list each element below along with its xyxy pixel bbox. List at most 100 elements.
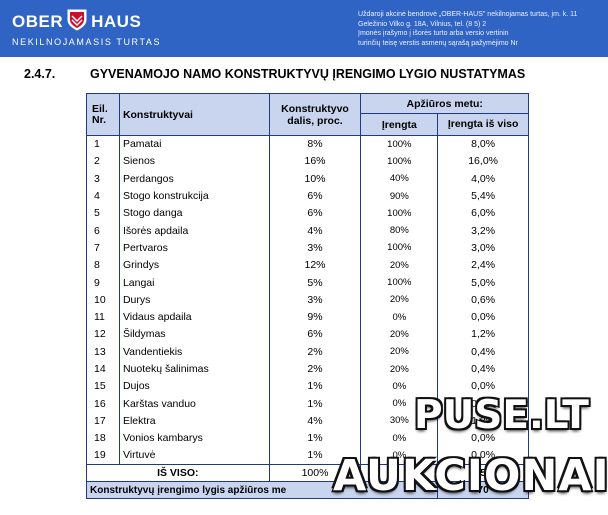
- cell-no: 1: [86, 134, 120, 153]
- cell-installed: 100%: [360, 134, 439, 153]
- cell-name: Šildymas: [118, 325, 270, 344]
- cell-name: Durys: [118, 291, 270, 309]
- table-row: 18 Vonios kambarys 1% 0% 0,0%: [86, 429, 529, 447]
- cell-total: 0,4%: [437, 360, 529, 378]
- table-row: 10 Durys 3% 20% 0,6%: [86, 291, 529, 309]
- company-info-line: Įmonės įrašymo į išorės turto arba versi…: [358, 30, 509, 37]
- header-installed: Įrengta: [360, 113, 439, 136]
- table-body: 1 Pamatai 8% 100% 8,0% 2 Sienos 16% 100% 16,0% 3 Pe…: [85, 134, 529, 500]
- cell-name: Pamatai: [118, 134, 270, 153]
- table-row: 2 Sienos 16% 100% 16,0%: [86, 152, 529, 171]
- table-row: 1 Pamatai 8% 100% 8,0%: [86, 134, 529, 153]
- cell-no: 2: [86, 152, 120, 171]
- cell-installed: 100%: [360, 152, 439, 171]
- cell-total: 2,4%: [437, 256, 529, 274]
- table-row: 6 Išorės apdaila 4% 80% 3,2%: [86, 221, 529, 240]
- cell-installed: 80%: [360, 221, 439, 240]
- cell-name: Karštas vanduo: [118, 394, 270, 413]
- cell-name: Nuotekų šalinimas: [118, 360, 270, 378]
- table-row: 13 Vandentiekis 2% 20% 0,4%: [86, 343, 529, 361]
- cell-installed: 20%: [360, 256, 439, 274]
- header-no: Eil. Nr.: [86, 93, 120, 136]
- cell-share: 12%: [268, 256, 362, 274]
- company-info-line: turinčių teisę verstis asmenų sąrašą paž…: [358, 39, 518, 47]
- cell-share: 10%: [268, 170, 362, 188]
- cell-installed: 0%: [360, 308, 439, 326]
- cell-share: 1%: [268, 394, 362, 413]
- table-row: 3 Perdangos 10% 40% 4,0%: [86, 170, 529, 188]
- cell-share: 2%: [268, 343, 362, 361]
- cell-share: 8%: [268, 134, 362, 153]
- cell-share: 2%: [268, 360, 362, 378]
- section-title: GYVENAMOJO NAMO KONSTRUKTYVŲ ĮRENGIMO LY…: [90, 67, 526, 81]
- company-info: Uždaroji akcinė bendrovė „OBER-HAUS" nek…: [358, 10, 608, 48]
- brand-name: OBER HAUS: [12, 9, 141, 36]
- ober-haus-logo[interactable]: OBER HAUS NEKILNOJAMASIS TURTAS: [12, 6, 160, 50]
- cell-name: Išorės apdaila: [118, 221, 270, 240]
- cell-no: 8: [86, 256, 120, 274]
- cell-name: Vidaus apdaila: [118, 308, 270, 326]
- cell-share: 3%: [268, 291, 362, 309]
- total-label: IŠ VISO:: [86, 463, 270, 482]
- watermark-line1: PUSE.LT: [414, 393, 589, 438]
- cell-no: 3: [86, 170, 120, 188]
- construction-level-table: Eil. Nr. Konstruktyvai Konstruktyvo dali…: [85, 93, 529, 500]
- crest-icon: [67, 9, 87, 36]
- table-row: 7 Pertvaros 3% 100% 3,0%: [86, 239, 529, 257]
- cell-name: Stogo konstrukcija: [118, 187, 270, 205]
- cell-installed: 40%: [360, 170, 439, 188]
- cell-total: 5,0%: [437, 273, 529, 292]
- cell-installed: 100%: [360, 239, 439, 257]
- cell-total: 5,4%: [437, 187, 529, 205]
- cell-no: 12: [86, 325, 120, 344]
- cell-total: 0,0%: [437, 377, 529, 395]
- cell-no: 18: [86, 429, 120, 447]
- cell-no: 11: [86, 308, 120, 326]
- cell-name: Vandentiekis: [118, 343, 270, 361]
- cell-share: 5%: [268, 273, 362, 292]
- cell-installed: 20%: [360, 343, 439, 361]
- cell-total: 6,0%: [437, 204, 529, 222]
- cell-total: 3,2%: [437, 221, 529, 240]
- cell-name: Perdangos: [118, 170, 270, 188]
- table-row: 14 Nuotekų šalinimas 2% 20% 0,4%: [86, 360, 529, 378]
- cell-name: Vonios kambarys: [118, 429, 270, 447]
- cell-total: 3,0%: [437, 239, 529, 257]
- cell-installed: 100%: [360, 204, 439, 222]
- cell-share: 4%: [268, 221, 362, 240]
- cell-no: 14: [86, 360, 120, 378]
- table-row: 17 Elektra 4% 30% 1,2%: [86, 412, 529, 430]
- header-name: Konstruktyvai: [118, 93, 270, 136]
- cell-no: 6: [86, 221, 120, 240]
- cell-name: Elektra: [118, 412, 270, 430]
- cell-no: 10: [86, 291, 120, 309]
- header-share: Konstruktyvo dalis, proc.: [268, 93, 362, 136]
- brand-right: HAUS: [91, 12, 142, 31]
- company-info-line: Uždaroji akcinė bendrovė „OBER-HAUS" nek…: [358, 11, 578, 18]
- company-info-line: Geležinio Vilko g. 18A, Vilnius, tel. (8…: [358, 20, 487, 28]
- table-row: 16 Karštas vanduo 1% 0% 0,0%: [86, 394, 529, 413]
- table-row: 8 Grindys 12% 20% 2,4%: [86, 256, 529, 274]
- section-number: 2.4.7.: [24, 67, 56, 81]
- cell-share: 6%: [268, 325, 362, 344]
- section-heading: 2.4.7. GYVENAMOJO NAMO KONSTRUKTYVŲ ĮRENG…: [24, 67, 604, 81]
- cell-total: 0,0%: [437, 446, 529, 465]
- cell-installed: 90%: [360, 187, 439, 205]
- cell-total: 0,6%: [437, 291, 529, 309]
- header-banner: OBER HAUS NEKILNOJAMASIS TURTAS Uždaroji …: [0, 0, 608, 57]
- cell-name: Sienos: [118, 152, 270, 171]
- table-row: 4 Stogo konstrukcija 6% 90% 5,4%: [86, 187, 529, 205]
- cell-total: 0,0%: [437, 394, 529, 413]
- summary-row: Konstruktyvų įrengimo lygis apžiūros me …: [85, 480, 529, 500]
- cell-total: 0,0%: [437, 308, 529, 326]
- cell-total: 4,0%: [437, 170, 529, 188]
- brand-left: OBER: [12, 12, 64, 31]
- cell-total: 8,0%: [437, 134, 529, 153]
- cell-share: 1%: [268, 429, 362, 447]
- cell-installed: 20%: [360, 325, 439, 344]
- cell-no: 16: [86, 394, 120, 413]
- table-row: 15 Dujos 1% 0% 0,0%: [86, 377, 529, 395]
- cell-total: 16,0%: [437, 152, 529, 171]
- cell-total: 0,4%: [437, 343, 529, 361]
- summary-value: 70: [437, 480, 529, 500]
